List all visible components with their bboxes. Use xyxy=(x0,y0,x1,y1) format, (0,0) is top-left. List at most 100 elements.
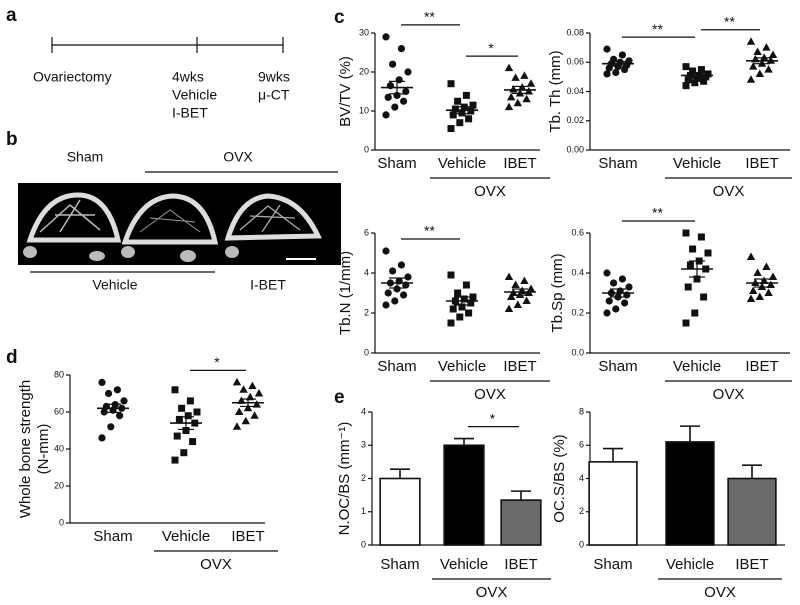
data-point xyxy=(612,305,620,313)
timeline-label: I-BET xyxy=(172,105,208,121)
data-point xyxy=(393,285,401,293)
data-point xyxy=(704,249,712,257)
data-point xyxy=(382,33,390,41)
x-tick-label: Vehicle xyxy=(666,556,714,573)
data-point xyxy=(232,377,242,386)
data-point xyxy=(746,37,756,45)
y-tick-label: 0.02 xyxy=(566,115,584,125)
data-point xyxy=(691,309,699,317)
y-tick-label: 0.4 xyxy=(571,267,584,277)
y-tick-label: 60 xyxy=(54,406,64,416)
x-tick-label: Vehicle xyxy=(438,358,486,375)
timeline-label: 9wks xyxy=(258,69,290,85)
data-point xyxy=(762,43,771,51)
data-point xyxy=(755,69,764,77)
data-point xyxy=(254,389,264,397)
data-point xyxy=(454,289,462,297)
y-tick-label: 0.6 xyxy=(571,227,584,237)
y-tick-label: 0.00 xyxy=(566,144,584,154)
significance-label: ** xyxy=(724,13,735,29)
bar xyxy=(379,477,421,546)
bone-section xyxy=(26,192,122,243)
panel-label: b xyxy=(6,129,18,150)
timeline-label: 4wks xyxy=(172,69,204,85)
significance-label: * xyxy=(490,410,496,426)
image-label: Sham xyxy=(67,149,104,165)
data-point xyxy=(522,94,531,103)
data-point xyxy=(693,275,701,283)
data-point xyxy=(397,45,405,53)
data-point xyxy=(513,98,522,107)
data-point xyxy=(447,80,455,88)
x-tick-label: Sham xyxy=(598,358,637,375)
data-point xyxy=(749,286,758,294)
y-axis-label: BV/TV (%) xyxy=(337,56,354,127)
data-point xyxy=(98,378,106,386)
y-axis-label: N.OC/BS (mm⁻¹) xyxy=(336,422,353,536)
data-point xyxy=(625,283,633,291)
data-point xyxy=(232,422,242,430)
y-tick-label: 20 xyxy=(359,66,369,76)
data-point xyxy=(755,292,764,300)
data-point xyxy=(116,412,124,420)
data-point xyxy=(618,275,627,283)
data-point xyxy=(610,279,618,287)
data-point xyxy=(682,82,690,90)
data-point xyxy=(513,300,522,308)
data-point xyxy=(612,68,620,77)
data-point xyxy=(520,71,529,79)
bar xyxy=(500,499,542,546)
data-point xyxy=(700,77,708,85)
significance-label: ** xyxy=(652,21,663,37)
data-point xyxy=(504,102,514,111)
data-point xyxy=(764,288,773,296)
y-tick-label: 10 xyxy=(359,105,369,115)
data-point xyxy=(504,272,514,280)
data-point xyxy=(682,63,690,71)
data-point xyxy=(186,397,194,405)
y-tick-label: 4 xyxy=(364,267,369,277)
data-point xyxy=(456,313,464,321)
data-point xyxy=(447,319,455,327)
data-point xyxy=(382,301,390,309)
data-point xyxy=(697,66,705,74)
data-point xyxy=(469,293,477,301)
data-point xyxy=(397,261,405,269)
group-label: OVX xyxy=(200,556,232,573)
data-point xyxy=(107,423,115,431)
data-point xyxy=(182,427,190,434)
data-point xyxy=(175,415,183,423)
group-label: OVX xyxy=(474,386,506,403)
y-tick-label: 8 xyxy=(579,406,584,416)
y-tick-label: 20 xyxy=(54,480,64,490)
bone-section xyxy=(121,193,219,245)
y-tick-label: 4 xyxy=(361,406,366,416)
data-point xyxy=(250,411,259,419)
y-axis-label: Tb. Th (mm) xyxy=(547,50,564,132)
data-point xyxy=(391,297,399,305)
y-axis-label: (N-mm) xyxy=(35,424,52,475)
image-label: Vehicle xyxy=(92,277,137,293)
y-tick-label: 30 xyxy=(359,27,369,37)
significance-label: * xyxy=(488,40,494,56)
data-point xyxy=(621,299,629,307)
fibula xyxy=(121,246,135,258)
data-point xyxy=(469,101,477,109)
x-tick-label: Vehicle xyxy=(438,155,486,172)
x-tick-label: IBET xyxy=(231,528,264,545)
data-point xyxy=(404,273,412,281)
data-point xyxy=(684,76,692,84)
bone-trabeculae xyxy=(39,199,101,233)
timeline-label: Ovariectomy xyxy=(33,69,112,85)
data-point xyxy=(241,416,250,425)
panel-label: d xyxy=(6,347,18,368)
data-point xyxy=(454,97,462,105)
x-tick-label: Sham xyxy=(93,528,132,545)
y-tick-label: 3 xyxy=(361,440,366,450)
data-point xyxy=(462,281,470,289)
data-point xyxy=(746,294,756,302)
data-point xyxy=(100,408,108,416)
ct-images: Sham OVX Vehicle I-BET xyxy=(18,149,341,293)
data-point xyxy=(384,93,392,101)
